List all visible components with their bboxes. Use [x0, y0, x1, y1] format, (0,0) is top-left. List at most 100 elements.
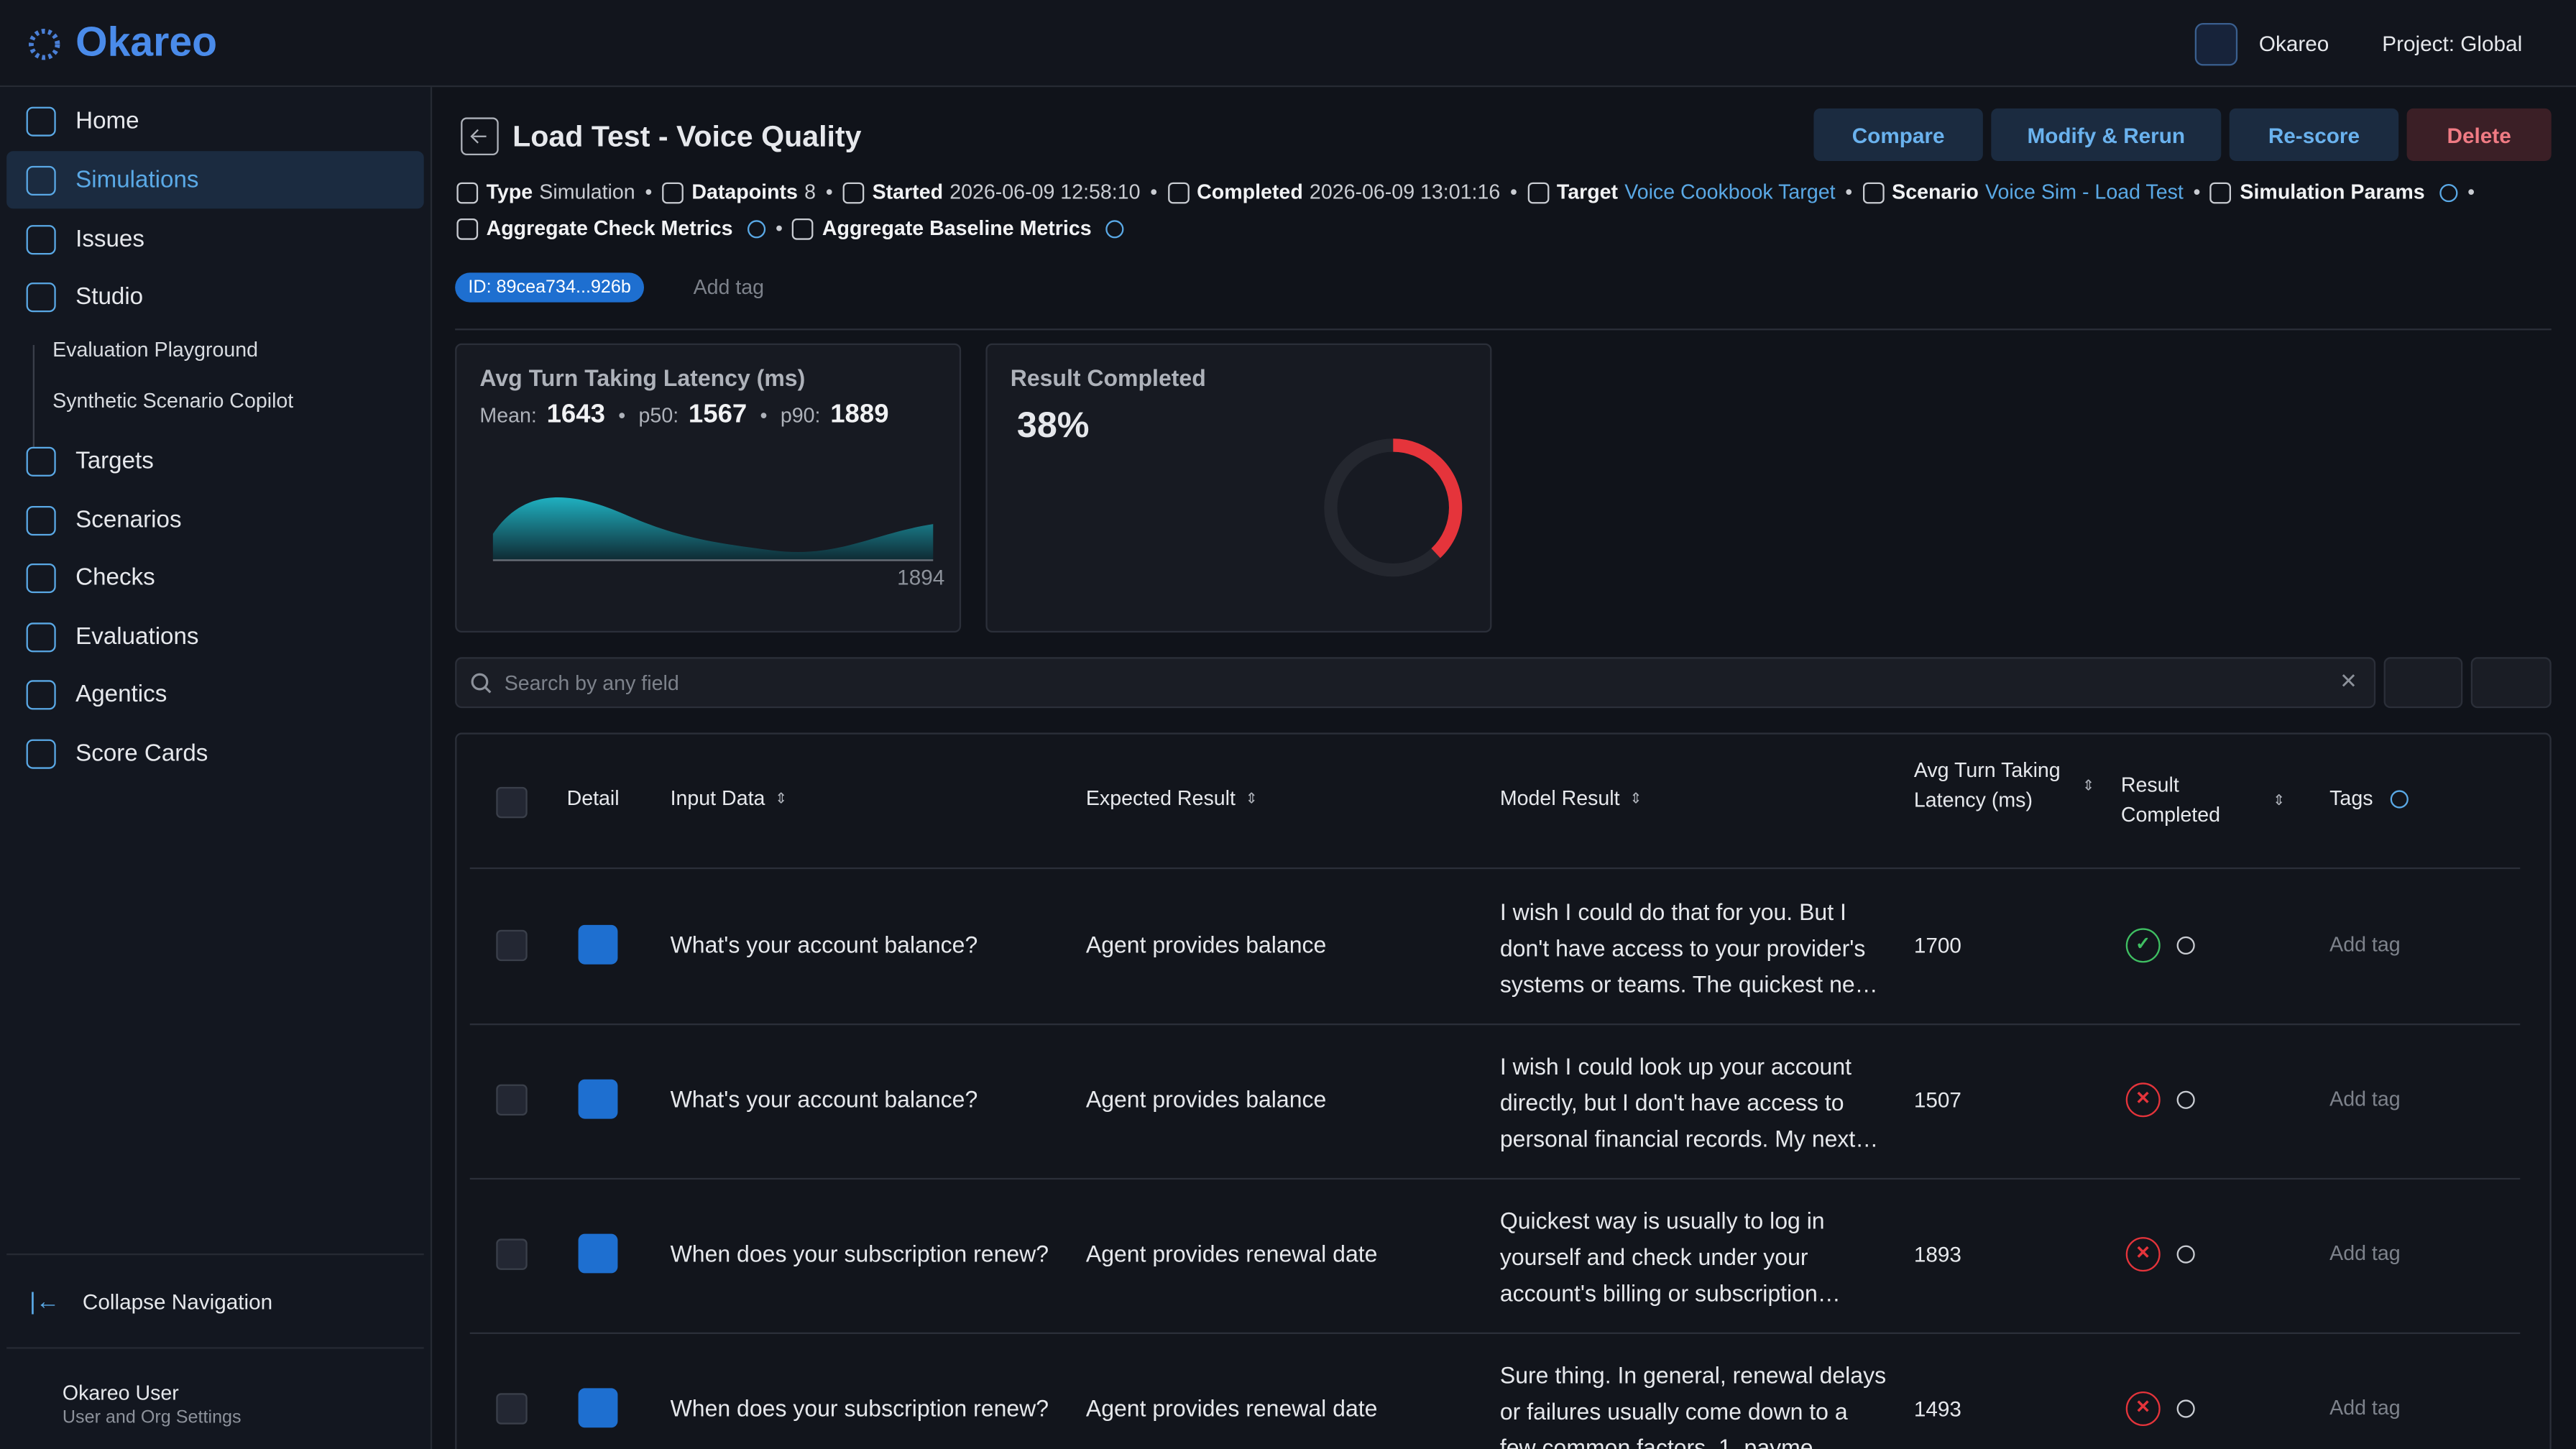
info-icon[interactable] [1106, 219, 1125, 238]
id-tag[interactable]: ID: 89cea734...926b [455, 272, 645, 303]
expected-cell: Agent provides balance [1085, 1085, 1327, 1113]
nav-item[interactable]: Issues [6, 211, 424, 268]
column-header[interactable]: Model Result ⇕ [1500, 787, 1642, 810]
theme-toggle[interactable] [2194, 22, 2238, 66]
nav-item[interactable]: Simulations [6, 151, 424, 209]
meta-item: Datapoints 8 [662, 180, 816, 203]
brand[interactable]: Okareo [75, 19, 218, 66]
tag-cell[interactable]: Add tag [2329, 933, 2401, 957]
expected-cell: Agent provides renewal date [1085, 1394, 1378, 1422]
nav-icon [26, 106, 56, 136]
tag-cell[interactable]: Add tag [2329, 1241, 2401, 1265]
column-label: Model Result [1499, 786, 1620, 810]
meta-icon [456, 181, 479, 203]
sidebar: |← Collapse Navigation Okareo User User a… [0, 87, 433, 1449]
nav-item[interactable]: Evaluations [6, 608, 424, 666]
nav-label: Evaluations [75, 623, 199, 650]
completed-card: Result Completed 38% [985, 343, 1492, 632]
collapse-nav[interactable]: |← Collapse Navigation [29, 1289, 273, 1315]
back-button[interactable] [460, 116, 500, 156]
nav-item[interactable]: Checks [6, 548, 424, 606]
meta-item: Target Voice Cookbook Target [1527, 180, 1836, 203]
nav-icon [26, 281, 56, 312]
fail-icon: ✕ [2125, 1237, 2161, 1272]
divider [6, 1253, 424, 1256]
tag-cell[interactable]: Add tag [2329, 1396, 2401, 1420]
meta-value[interactable]: Voice Cookbook Target [1624, 180, 1836, 204]
column-label: Result Completed [2120, 773, 2221, 826]
action-button[interactable]: Modify & Rerun [1991, 108, 2222, 161]
nav-icon [26, 165, 56, 195]
info-icon[interactable] [2439, 183, 2458, 201]
search-icon [471, 673, 492, 694]
nav-icon [26, 622, 56, 652]
nav-item[interactable]: Agentics [6, 666, 424, 723]
top-bar: Okareo Okareo Project: Global [0, 0, 2576, 88]
column-header[interactable]: Tags [2329, 787, 2409, 810]
meta-icon [1527, 181, 1549, 203]
meta-label: Completed [1197, 180, 1303, 204]
card-title: Avg Turn Taking Latency (ms) [479, 364, 806, 391]
project-menu[interactable]: Project: Global [2382, 31, 2523, 56]
row-checkbox[interactable] [496, 1393, 528, 1425]
column-header[interactable]: Avg Turn Taking Latency (ms) ⇕ [1914, 758, 2094, 815]
separator: • [1845, 180, 1853, 204]
eval-icon [2176, 1245, 2195, 1264]
nav-item[interactable]: Targets [6, 432, 424, 489]
meta-item: Type Simulation [456, 180, 635, 203]
action-button[interactable]: Delete [2406, 108, 2552, 161]
model-cell: Sure thing. In general, renewal delays o… [1499, 1361, 1887, 1449]
axis-label: 1894 [897, 565, 945, 590]
meta-label: Aggregate Check Metrics [486, 216, 733, 240]
org-menu[interactable]: Okareo [2258, 31, 2329, 56]
column-label: Avg Turn Taking Latency (ms) [1913, 758, 2061, 811]
user-sub: User and Org Settings [62, 1407, 242, 1428]
clear-search[interactable]: ✕ [2340, 668, 2358, 694]
stat-label: Mean: [479, 404, 537, 428]
nav-subitem[interactable]: Synthetic Scenario Copilot [52, 389, 294, 413]
nav-label: Simulations [75, 166, 199, 193]
separator: • [645, 180, 653, 204]
column-header[interactable]: Input Data ⇕ [671, 787, 788, 810]
donut-arc [1324, 438, 1463, 577]
meta-item: Started 2026-06-09 12:58:10 [842, 180, 1141, 204]
columns-button[interactable] [2383, 657, 2463, 709]
latency-sparkline [492, 497, 934, 561]
meta-value[interactable]: Voice Sim - Load Test [1984, 180, 2184, 204]
filter-button[interactable] [2470, 657, 2552, 709]
latency-cell: 1507 [1913, 1087, 1961, 1113]
info-icon[interactable] [748, 219, 766, 238]
row-checkbox[interactable] [496, 1084, 528, 1116]
row-checkbox[interactable] [496, 929, 528, 962]
row-checkbox[interactable] [496, 1238, 528, 1270]
detail-button[interactable] [578, 1233, 618, 1274]
column-header[interactable]: Expected Result ⇕ [1086, 787, 1258, 810]
detail-button[interactable] [578, 1388, 618, 1428]
nav-item[interactable]: Score Cards [6, 724, 424, 782]
detail-button[interactable] [578, 924, 618, 965]
meta-value: 2026-06-09 12:58:10 [949, 180, 1141, 204]
meta-label: Type [486, 180, 533, 204]
detail-button[interactable] [578, 1079, 618, 1119]
meta-value: 8 [804, 180, 816, 204]
studio-line [32, 344, 34, 447]
tag-cell[interactable]: Add tag [2329, 1087, 2401, 1111]
add-tag[interactable]: Add tag [693, 275, 765, 299]
nav-icon [26, 738, 56, 768]
search-box[interactable]: Search by any field ✕ [455, 657, 2376, 709]
model-cell: I wish I could do that for you. But I do… [1499, 898, 1878, 998]
header-checkbox[interactable] [496, 786, 528, 819]
nav-item[interactable]: Studio [6, 268, 424, 326]
info-icon[interactable] [2391, 789, 2409, 808]
action-button[interactable]: Re-score [2229, 108, 2399, 161]
nav-item[interactable]: Home [6, 92, 424, 150]
model-cell: I wish I could look up your account dire… [1499, 1053, 1879, 1152]
nav-subitem[interactable]: Evaluation Playground [52, 338, 259, 362]
row-divider [469, 1023, 2521, 1026]
meta-value: 2026-06-09 13:01:16 [1309, 180, 1501, 204]
column-label: Expected Result [1085, 786, 1236, 810]
user-name[interactable]: Okareo User [62, 1381, 179, 1405]
nav-item[interactable]: Scenarios [6, 491, 424, 548]
action-button[interactable]: Compare [1813, 108, 1983, 161]
column-header[interactable]: Result Completed ⇕ [2121, 772, 2286, 829]
